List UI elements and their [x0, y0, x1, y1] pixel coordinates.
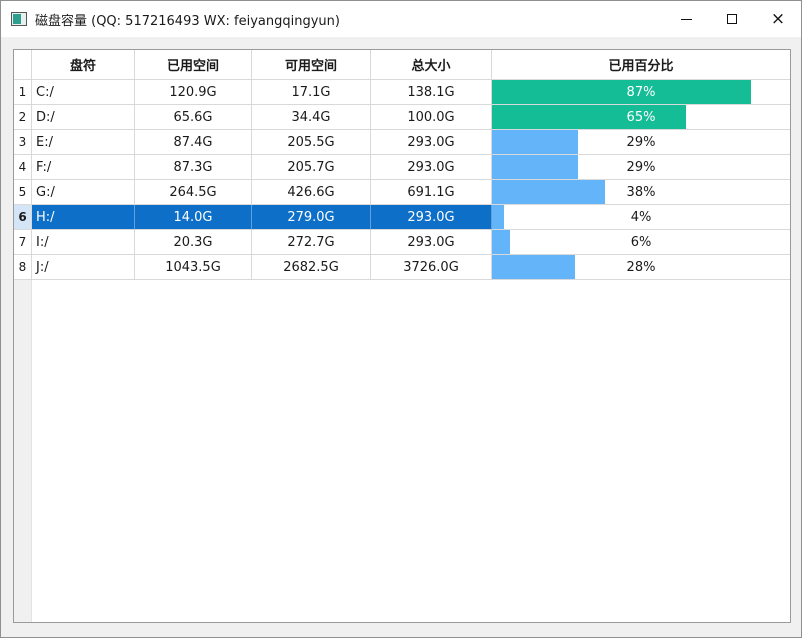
disk-table: 盘符 已用空间 可用空间 总大小 已用百分比 1 C:/120.9G 17.1G 138.1G… — [13, 49, 791, 623]
minimize-button[interactable] — [663, 1, 709, 37]
cell-pct[interactable]: 38% — [492, 180, 790, 205]
table-body: 1 C:/120.9G 17.1G 138.1G 87% 2 D:/65.6G 34.4G 10… — [14, 80, 790, 280]
app-icon — [11, 12, 27, 26]
cell-drive[interactable]: E:/ — [32, 130, 135, 155]
cell-pct[interactable]: 29% — [492, 130, 790, 155]
cell-free[interactable]: 34.4G — [252, 105, 371, 130]
usage-bar — [492, 230, 510, 254]
cell-total[interactable]: 293.0G — [371, 130, 492, 155]
table-row[interactable]: 2 D:/65.6G 34.4G 100.0G 65% — [14, 105, 790, 130]
cell-total[interactable]: 293.0G — [371, 230, 492, 255]
usage-bar — [492, 80, 752, 104]
cell-drive[interactable]: F:/ — [32, 155, 135, 180]
table-row[interactable]: 3 E:/87.4G 205.5G 293.0G 29% — [14, 130, 790, 155]
minimize-icon — [680, 18, 692, 20]
row-number[interactable]: 4 — [14, 155, 32, 180]
column-header-drive[interactable]: 盘符 — [32, 50, 135, 80]
usage-percent-label: 29% — [626, 159, 656, 175]
cell-free[interactable]: 17.1G — [252, 80, 371, 105]
table-row[interactable]: 4 F:/87.3G 205.7G 293.0G 29% — [14, 155, 790, 180]
cell-used[interactable]: 14.0G — [135, 205, 252, 230]
maximize-button[interactable] — [709, 1, 755, 37]
close-icon: × — [770, 8, 786, 29]
cell-used[interactable]: 120.9G — [135, 80, 252, 105]
row-header-filler — [14, 280, 32, 622]
cell-total[interactable]: 138.1G — [371, 80, 492, 105]
cell-total[interactable]: 293.0G — [371, 155, 492, 180]
window-title: 磁盘容量 (QQ: 517216493 WX: feiyangqingyun) — [35, 13, 340, 29]
row-number[interactable]: 8 — [14, 255, 32, 280]
maximize-icon — [727, 14, 737, 24]
row-number[interactable]: 7 — [14, 230, 32, 255]
cell-free[interactable]: 272.7G — [252, 230, 371, 255]
cell-pct[interactable]: 87% — [492, 80, 790, 105]
cell-used[interactable]: 1043.5G — [135, 255, 252, 280]
cell-drive[interactable]: C:/ — [32, 80, 135, 105]
usage-bar — [492, 130, 579, 154]
cell-used[interactable]: 20.3G — [135, 230, 252, 255]
row-number[interactable]: 1 — [14, 80, 32, 105]
cell-free[interactable]: 205.5G — [252, 130, 371, 155]
cell-used[interactable]: 65.6G — [135, 105, 252, 130]
row-number[interactable]: 5 — [14, 180, 32, 205]
cell-free[interactable]: 2682.5G — [252, 255, 371, 280]
cell-drive[interactable]: D:/ — [32, 105, 135, 130]
usage-bar — [492, 205, 504, 229]
cell-pct[interactable]: 6% — [492, 230, 790, 255]
cell-drive[interactable]: I:/ — [32, 230, 135, 255]
table-header-row: 盘符 已用空间 可用空间 总大小 已用百分比 — [14, 50, 790, 80]
usage-bar — [492, 255, 576, 279]
table-row[interactable]: 6 H:/14.0G 279.0G 293.0G 4% — [14, 205, 790, 230]
cell-drive[interactable]: H:/ — [32, 205, 135, 230]
cell-total[interactable]: 100.0G — [371, 105, 492, 130]
usage-percent-label: 28% — [626, 259, 656, 275]
column-header-pct[interactable]: 已用百分比 — [492, 50, 790, 80]
column-header-free[interactable]: 可用空间 — [252, 50, 371, 80]
window-controls: × — [663, 1, 801, 37]
usage-bar — [492, 155, 579, 179]
row-number[interactable]: 6 — [14, 205, 32, 230]
cell-pct[interactable]: 4% — [492, 205, 790, 230]
usage-bar — [492, 105, 686, 129]
cell-used[interactable]: 264.5G — [135, 180, 252, 205]
usage-percent-label: 29% — [626, 134, 656, 150]
close-button[interactable]: × — [755, 1, 801, 37]
table-row[interactable]: 5 G:/264.5G 426.6G 691.1G 38% — [14, 180, 790, 205]
cell-pct[interactable]: 29% — [492, 155, 790, 180]
usage-percent-label: 87% — [626, 84, 656, 100]
corner-header-cell[interactable] — [14, 50, 32, 80]
cell-free[interactable]: 205.7G — [252, 155, 371, 180]
cell-drive[interactable]: J:/ — [32, 255, 135, 280]
cell-total[interactable]: 293.0G — [371, 205, 492, 230]
cell-total[interactable]: 691.1G — [371, 180, 492, 205]
row-number[interactable]: 2 — [14, 105, 32, 130]
row-number[interactable]: 3 — [14, 130, 32, 155]
usage-percent-label: 4% — [630, 209, 652, 225]
cell-pct[interactable]: 28% — [492, 255, 790, 280]
table-row[interactable]: 1 C:/120.9G 17.1G 138.1G 87% — [14, 80, 790, 105]
table-row[interactable]: 8 J:/1043.5G 2682.5G 3726.0G 28% — [14, 255, 790, 280]
column-header-used[interactable]: 已用空间 — [135, 50, 252, 80]
titlebar[interactable]: 磁盘容量 (QQ: 517216493 WX: feiyangqingyun) … — [1, 1, 801, 37]
usage-percent-label: 6% — [630, 234, 652, 250]
column-header-total[interactable]: 总大小 — [371, 50, 492, 80]
cell-used[interactable]: 87.4G — [135, 130, 252, 155]
cell-total[interactable]: 3726.0G — [371, 255, 492, 280]
cell-free[interactable]: 426.6G — [252, 180, 371, 205]
cell-free[interactable]: 279.0G — [252, 205, 371, 230]
cell-drive[interactable]: G:/ — [32, 180, 135, 205]
usage-percent-label: 65% — [626, 109, 656, 125]
cell-used[interactable]: 87.3G — [135, 155, 252, 180]
cell-pct[interactable]: 65% — [492, 105, 790, 130]
usage-bar — [492, 180, 606, 204]
usage-percent-label: 38% — [626, 184, 656, 200]
table-row[interactable]: 7 I:/20.3G 272.7G 293.0G 6% — [14, 230, 790, 255]
